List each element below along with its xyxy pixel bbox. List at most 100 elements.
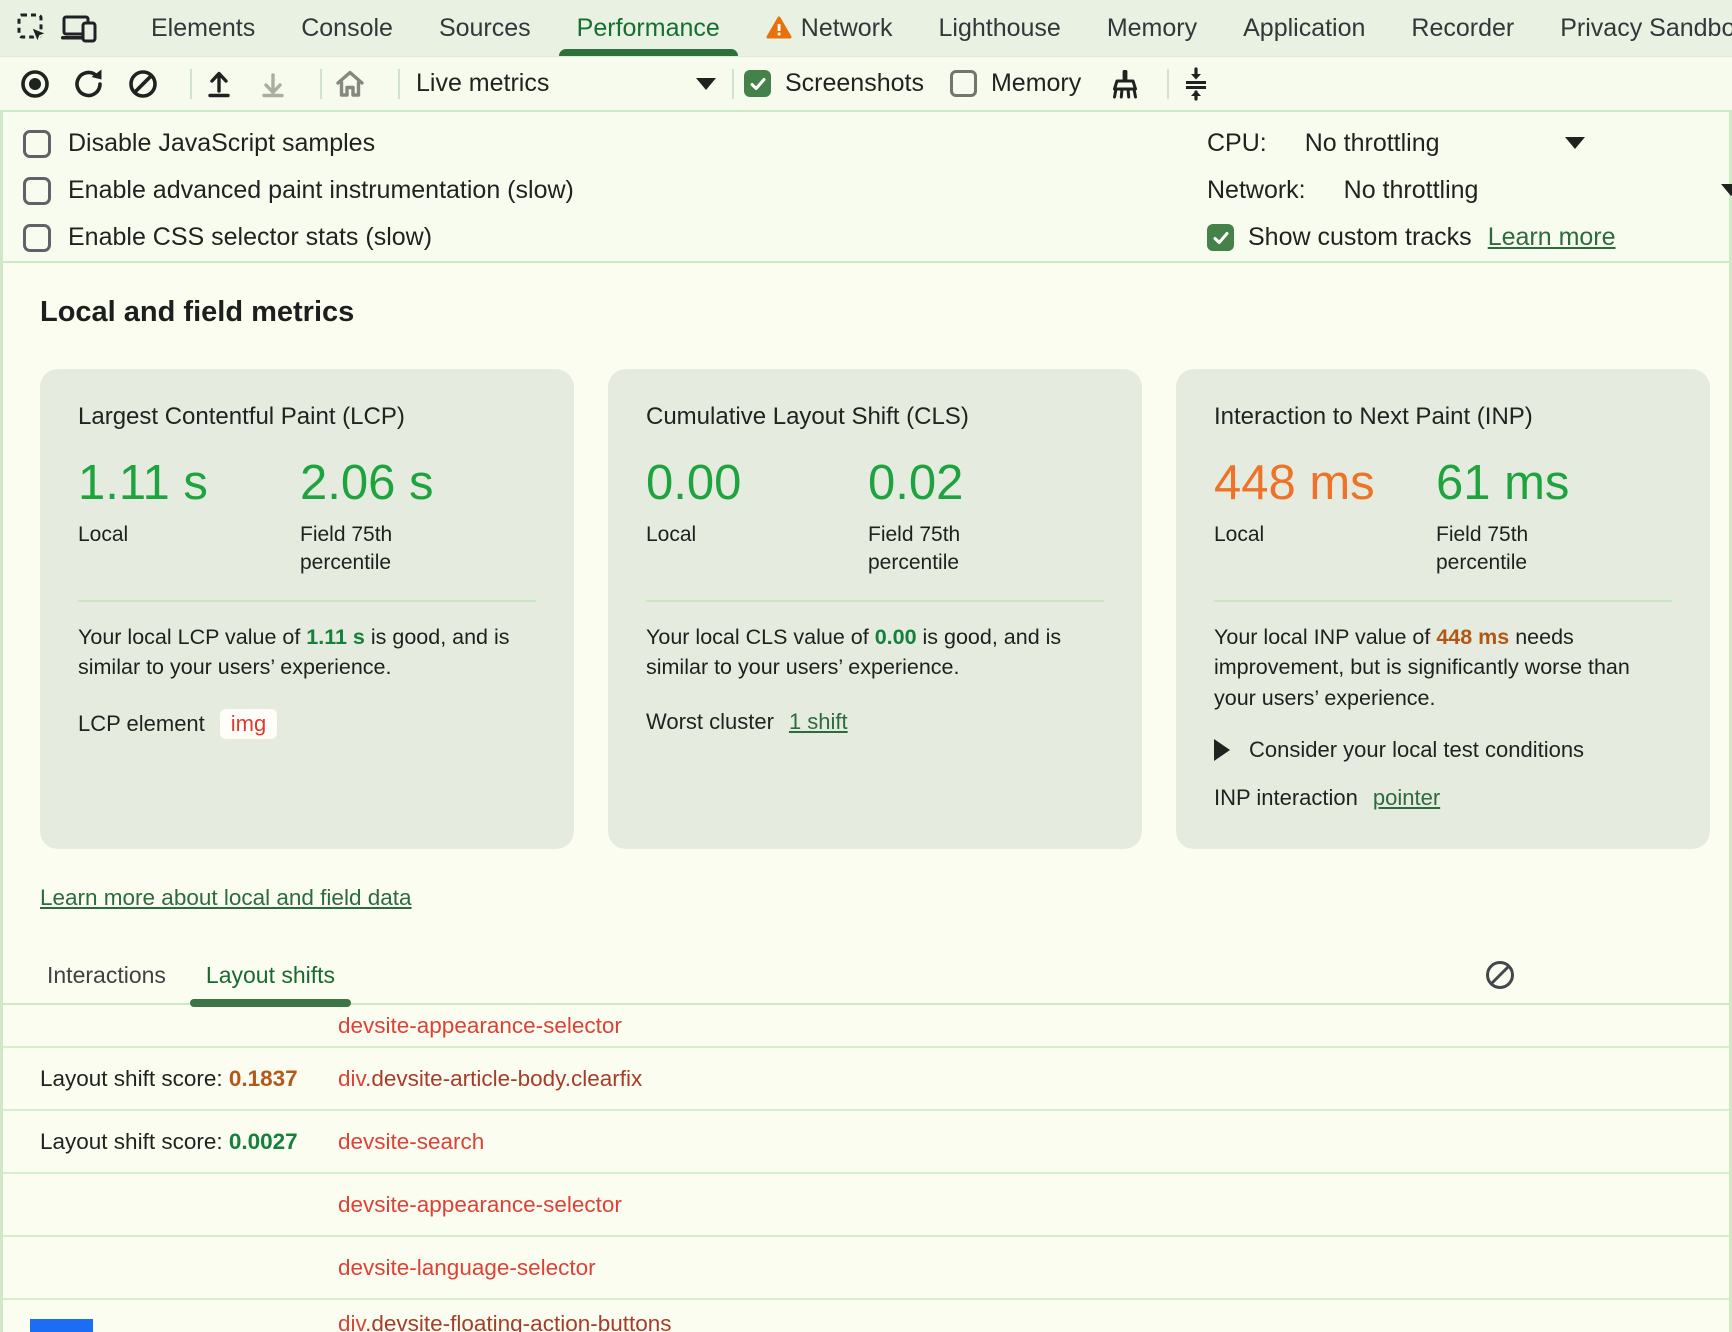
- cls-card: Cumulative Layout Shift (CLS) 0.00 Local…: [608, 369, 1142, 849]
- collapse-icon[interactable]: [1179, 66, 1213, 102]
- tab-memory[interactable]: Memory: [1084, 0, 1220, 56]
- download-profile-icon[interactable]: [256, 67, 290, 101]
- warning-icon: [766, 16, 792, 40]
- lcp-description: Your local LCP value of 1.11 s is good, …: [78, 622, 528, 683]
- inp-desc-value: 448 ms: [1436, 625, 1509, 649]
- consider-local-test-conditions-toggle[interactable]: Consider your local test conditions: [1214, 737, 1672, 763]
- inp-local-metric: 448 ms Local: [1214, 455, 1436, 578]
- learn-more-local-field-link[interactable]: Learn more about local and field data: [40, 885, 412, 911]
- device-toolbar-icon[interactable]: [60, 10, 98, 46]
- memory-checkbox[interactable]: Memory: [950, 69, 1081, 98]
- layout-shifts-log: devsite-appearance-selector Layout shift…: [3, 1005, 1729, 1332]
- tab-privacy-sandbox[interactable]: Privacy Sandbox: [1537, 0, 1732, 56]
- inp-field-label: Field 75th percentile: [1436, 521, 1586, 578]
- screenshot-thumbnail-fragment: [30, 1319, 93, 1332]
- screenshots-checkbox[interactable]: Screenshots: [744, 69, 924, 98]
- layout-shift-row: devsite-appearance-selector: [3, 1005, 1729, 1048]
- show-custom-tracks-checkbox[interactable]: Show custom tracks: [1207, 223, 1472, 252]
- network-value: No throttling: [1344, 176, 1479, 205]
- garbage-collect-icon[interactable]: [1107, 66, 1143, 102]
- unchecked-checkbox-icon: [23, 130, 51, 158]
- checked-checkbox-icon: [1207, 224, 1234, 251]
- toolbar-separator: [190, 69, 192, 99]
- tab-lighthouse[interactable]: Lighthouse: [915, 0, 1083, 56]
- panel-mode-select[interactable]: Live metrics: [416, 69, 716, 98]
- lcp-card: Largest Contentful Paint (LCP) 1.11 s Lo…: [40, 369, 574, 849]
- element-link[interactable]: devsite-search: [338, 1129, 484, 1155]
- toolbar-separator: [1167, 69, 1169, 99]
- layout-shift-row: div.devsite-floating-action-buttons: [3, 1300, 1729, 1332]
- tab-label: Recorder: [1411, 14, 1514, 43]
- inp-interaction-link[interactable]: pointer: [1373, 785, 1440, 811]
- record-icon[interactable]: [18, 67, 52, 101]
- tab-label: Lighthouse: [938, 14, 1060, 43]
- worst-cluster-link[interactable]: 1 shift: [789, 709, 848, 735]
- cpu-label: CPU:: [1207, 129, 1267, 158]
- lcp-card-title: Largest Contentful Paint (LCP): [78, 403, 536, 431]
- tab-application[interactable]: Application: [1220, 0, 1388, 56]
- inp-field-value: 61 ms: [1436, 455, 1672, 511]
- screenshots-label: Screenshots: [785, 69, 924, 98]
- element-link[interactable]: devsite-language-selector: [338, 1255, 596, 1281]
- worst-cluster-label: Worst cluster: [646, 709, 774, 735]
- tab-network[interactable]: Network: [743, 0, 916, 56]
- unchecked-checkbox-icon: [23, 177, 51, 205]
- toolbar-separator: [320, 69, 322, 99]
- checkbox-label: Enable CSS selector stats (slow): [68, 223, 432, 252]
- cls-local-value: 0.00: [646, 455, 868, 511]
- cls-field-label: Field 75th percentile: [868, 521, 1018, 578]
- tab-performance[interactable]: Performance: [554, 0, 743, 56]
- panel-mode-value: Live metrics: [416, 69, 549, 98]
- inp-field-metric: 61 ms Field 75th percentile: [1436, 455, 1672, 578]
- inp-interaction-label: INP interaction: [1214, 785, 1358, 811]
- element-link[interactable]: div.devsite-article-body.clearfix: [338, 1066, 642, 1092]
- inspect-element-icon[interactable]: [14, 10, 50, 46]
- tab-sources[interactable]: Sources: [416, 0, 554, 56]
- unchecked-checkbox-icon: [950, 70, 977, 97]
- lcp-field-label: Field 75th percentile: [300, 521, 450, 578]
- card-divider: [78, 600, 536, 602]
- card-divider: [646, 600, 1104, 602]
- element-link[interactable]: div.devsite-floating-action-buttons: [338, 1311, 672, 1332]
- lcp-field-value: 2.06 s: [300, 455, 536, 511]
- cpu-throttling-select[interactable]: CPU: No throttling: [1207, 120, 1732, 167]
- inp-card-title: Interaction to Next Paint (INP): [1214, 403, 1672, 431]
- tab-label: Console: [301, 14, 393, 43]
- tab-elements[interactable]: Elements: [128, 0, 278, 56]
- clear-log-icon[interactable]: [1483, 958, 1517, 992]
- layout-shift-score: Layout shift score: 0.1837: [40, 1066, 298, 1092]
- cpu-value: No throttling: [1305, 129, 1440, 158]
- tab-console[interactable]: Console: [278, 0, 416, 56]
- consider-label: Consider your local test conditions: [1249, 737, 1584, 763]
- network-throttling-select[interactable]: Network: No throttling: [1207, 167, 1732, 214]
- inp-local-label: Local: [1214, 521, 1364, 549]
- element-link[interactable]: devsite-appearance-selector: [338, 1192, 622, 1218]
- custom-tracks-learn-more-link[interactable]: Learn more: [1488, 223, 1616, 252]
- inp-local-value: 448 ms: [1214, 455, 1436, 511]
- cls-card-title: Cumulative Layout Shift (CLS): [646, 403, 1104, 431]
- card-divider: [1214, 600, 1672, 602]
- inp-description: Your local INP value of 448 ms needs imp…: [1214, 622, 1664, 714]
- upload-profile-icon[interactable]: [202, 67, 236, 101]
- lcp-local-label: Local: [78, 521, 228, 549]
- lcp-desc-value: 1.11 s: [306, 625, 365, 649]
- tab-label: Application: [1243, 14, 1365, 43]
- clear-icon[interactable]: [126, 67, 160, 101]
- lcp-element-link[interactable]: img: [220, 709, 277, 739]
- home-icon[interactable]: [332, 66, 368, 102]
- custom-tracks-label: Show custom tracks: [1248, 223, 1472, 252]
- tab-layout-shifts[interactable]: Layout shifts: [196, 947, 345, 1003]
- tab-label: Privacy Sandbox: [1560, 14, 1732, 43]
- checkbox-label: Enable advanced paint instrumentation (s…: [68, 176, 574, 205]
- tab-label: Interactions: [47, 962, 166, 989]
- layout-shift-row: Layout shift score: 0.1837 div.devsite-a…: [3, 1048, 1729, 1111]
- element-link[interactable]: devsite-appearance-selector: [338, 1013, 622, 1039]
- tab-recorder[interactable]: Recorder: [1388, 0, 1537, 56]
- checkbox-label: Disable JavaScript samples: [68, 129, 375, 158]
- tab-label: Layout shifts: [206, 962, 335, 989]
- network-label: Network:: [1207, 176, 1306, 205]
- tab-label: Memory: [1107, 14, 1197, 43]
- tab-interactions[interactable]: Interactions: [37, 947, 176, 1003]
- reload-icon[interactable]: [72, 67, 106, 101]
- cls-field-metric: 0.02 Field 75th percentile: [868, 455, 1104, 578]
